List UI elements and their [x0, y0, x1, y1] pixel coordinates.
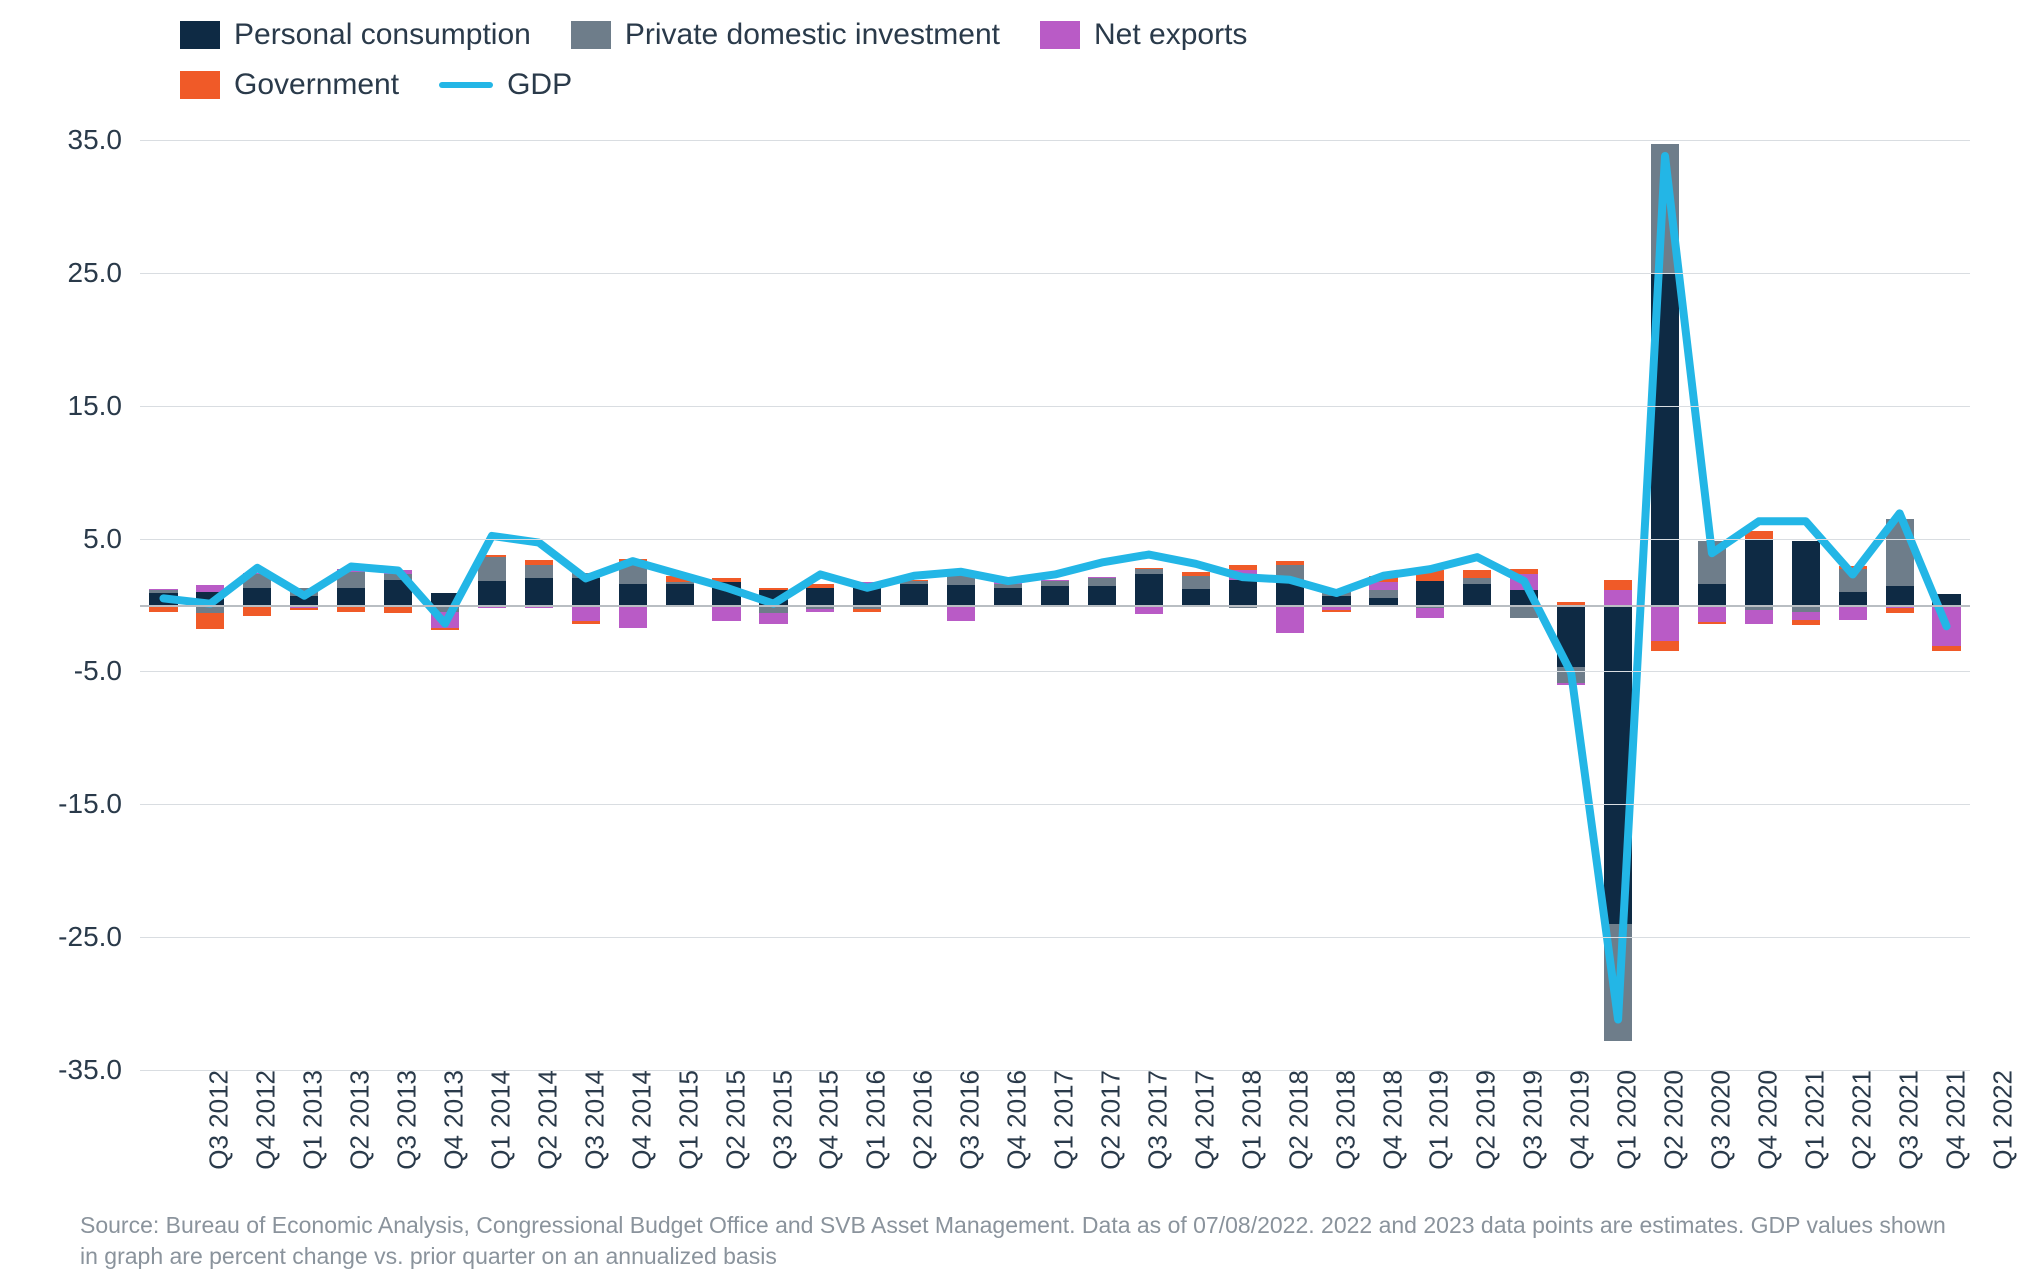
gridline	[140, 539, 1970, 540]
gridline	[140, 406, 1970, 407]
gridline	[140, 273, 1970, 274]
legend-swatch-government	[180, 71, 220, 99]
legend-swatch-gdp	[439, 82, 493, 88]
gridline	[140, 140, 1970, 141]
x-tick-label: Q4 2015	[802, 1070, 845, 1170]
gdp-contributions-chart: Personal consumption Private domestic inv…	[0, 0, 2017, 1276]
x-tick-label: Q4 2020	[1740, 1070, 1783, 1170]
y-tick-label: 25.0	[68, 257, 141, 289]
x-tick-label: Q1 2014	[473, 1070, 516, 1170]
legend-item-private_investment: Private domestic investment	[571, 18, 1000, 52]
legend-item-government: Government	[180, 68, 399, 102]
legend-label: GDP	[507, 68, 572, 102]
gridline	[140, 671, 1970, 672]
legend-swatch-personal_consumption	[180, 21, 220, 49]
x-tick-label: Q1 2022	[1975, 1070, 2017, 1170]
x-tick-label: Q4 2013	[426, 1070, 469, 1170]
y-tick-label: -15.0	[58, 788, 140, 820]
x-tick-label: Q2 2020	[1646, 1070, 1689, 1170]
legend-label: Net exports	[1094, 18, 1247, 52]
gridline	[140, 937, 1970, 938]
x-tick-label: Q1 2021	[1787, 1070, 1830, 1170]
x-tick-label: Q2 2014	[520, 1070, 563, 1170]
x-tick-label: Q3 2013	[380, 1070, 423, 1170]
legend-swatch-net_exports	[1040, 21, 1080, 49]
x-tick-label: Q3 2019	[1506, 1070, 1549, 1170]
x-tick-label: Q4 2012	[239, 1070, 282, 1170]
x-tick-label: Q1 2016	[849, 1070, 892, 1170]
x-tick-label: Q1 2019	[1412, 1070, 1455, 1170]
x-tick-label: Q3 2021	[1881, 1070, 1924, 1170]
legend-item-gdp: GDP	[439, 68, 572, 102]
x-tick-label: Q2 2016	[896, 1070, 939, 1170]
x-tick-label: Q1 2020	[1600, 1070, 1643, 1170]
x-tick-label: Q4 2018	[1365, 1070, 1408, 1170]
x-tick-label: Q3 2017	[1130, 1070, 1173, 1170]
x-tick-label: Q3 2015	[755, 1070, 798, 1170]
gdp-line	[163, 156, 1946, 1020]
legend-item-net_exports: Net exports	[1040, 18, 1247, 52]
gridline	[140, 804, 1970, 805]
x-tick-label: Q4 2017	[1177, 1070, 1220, 1170]
y-tick-label: 15.0	[68, 390, 141, 422]
x-tick-label: Q2 2017	[1083, 1070, 1126, 1170]
legend-swatch-private_investment	[571, 21, 611, 49]
x-tick-label: Q4 2014	[614, 1070, 657, 1170]
y-tick-label: -35.0	[58, 1054, 140, 1086]
x-tick-label: Q4 2021	[1928, 1070, 1971, 1170]
legend: Personal consumption Private domestic inv…	[180, 18, 1957, 102]
legend-label: Private domestic investment	[625, 18, 1000, 52]
gridline	[140, 1070, 1970, 1071]
x-tick-label: Q1 2015	[661, 1070, 704, 1170]
y-tick-label: -25.0	[58, 921, 140, 953]
x-tick-label: Q2 2018	[1271, 1070, 1314, 1170]
x-tick-label: Q2 2021	[1834, 1070, 1877, 1170]
x-tick-label: Q4 2019	[1553, 1070, 1596, 1170]
x-tick-label: Q3 2018	[1318, 1070, 1361, 1170]
y-tick-label: 35.0	[68, 124, 141, 156]
x-tick-label: Q3 2020	[1693, 1070, 1736, 1170]
legend-label: Government	[234, 68, 399, 102]
x-tick-label: Q2 2015	[708, 1070, 751, 1170]
legend-label: Personal consumption	[234, 18, 531, 52]
x-tick-label: Q3 2012	[192, 1070, 235, 1170]
x-tick-label: Q1 2017	[1036, 1070, 1079, 1170]
source-text: Source: Bureau of Economic Analysis, Con…	[80, 1210, 1957, 1272]
y-tick-label: -5.0	[74, 655, 140, 687]
y-tick-label: 5.0	[83, 523, 140, 555]
x-tick-label: Q3 2016	[943, 1070, 986, 1170]
x-tick-label: Q2 2013	[333, 1070, 376, 1170]
x-tick-label: Q1 2018	[1224, 1070, 1267, 1170]
x-tick-label: Q3 2014	[567, 1070, 610, 1170]
plot-area: Q3 2012Q4 2012Q1 2013Q2 2013Q3 2013Q4 20…	[140, 140, 1970, 1070]
x-tick-label: Q2 2019	[1459, 1070, 1502, 1170]
x-tick-label: Q4 2016	[990, 1070, 1033, 1170]
x-tick-label: Q1 2013	[286, 1070, 329, 1170]
zero-line	[140, 605, 1970, 607]
legend-item-personal_consumption: Personal consumption	[180, 18, 531, 52]
